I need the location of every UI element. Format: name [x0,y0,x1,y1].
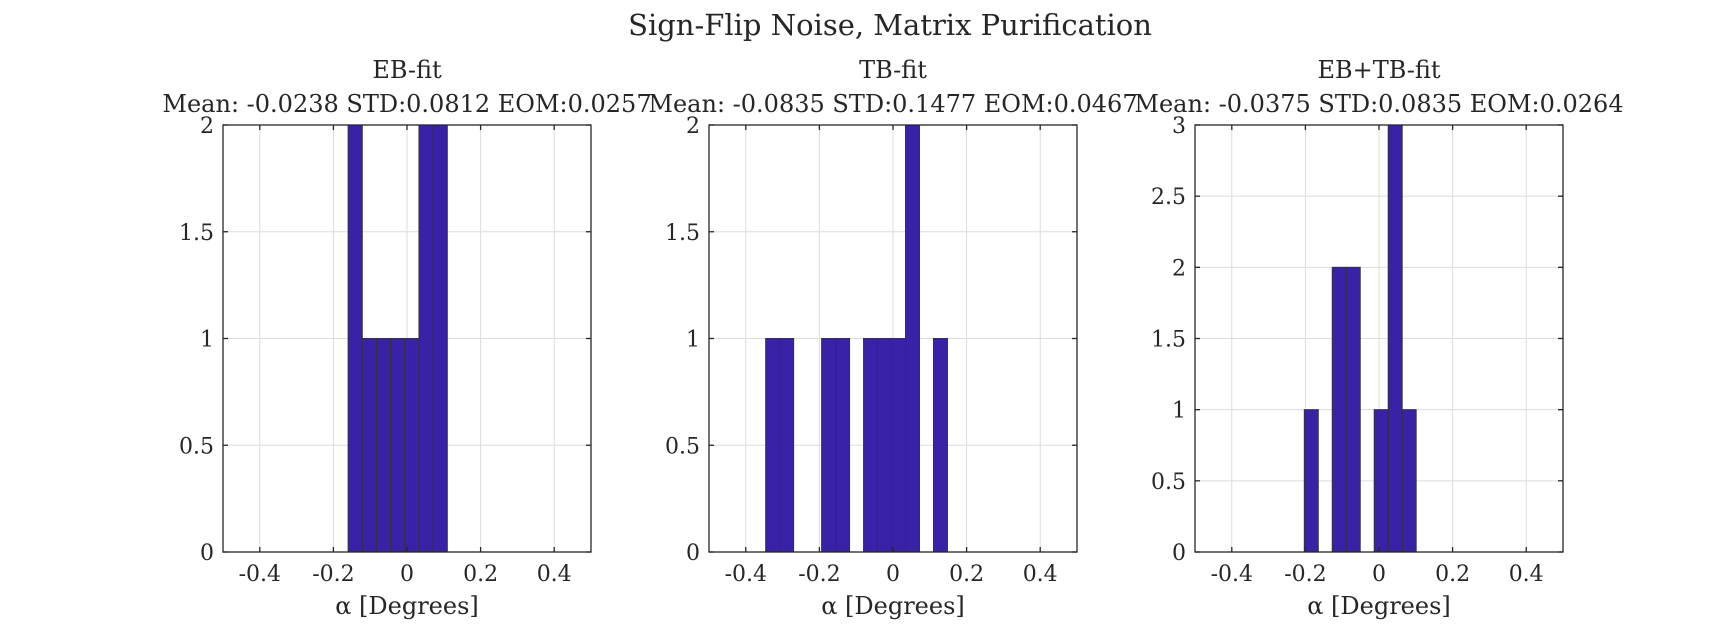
x-tick-label: -0.4 [239,562,281,587]
y-tick-label: 0 [200,541,214,566]
figure-title: Sign-Flip Noise, Matrix Purification [628,8,1152,42]
x-tick-label: 0 [1372,562,1386,587]
histogram-panel-eb-fit: EB-fit Mean: -0.0238 STD:0.0812 EOM:0.02… [162,56,651,620]
histogram-bar [1401,409,1417,553]
y-tick-label: 1 [1172,399,1186,424]
y-tick-label: 2 [200,114,214,139]
histogram-bar [1303,409,1319,553]
x-tick-label: 0.2 [463,562,498,587]
y-tick-label: 1.5 [1151,328,1186,353]
histogram-bar [905,124,920,553]
histogram-bar [1345,266,1361,553]
x-tick-label: -0.2 [798,562,840,587]
panel-stats: Mean: -0.0835 STD:0.1477 EOM:0.0467 [648,90,1137,118]
x-tick-label: -0.2 [1284,562,1326,587]
panel-title: EB-fit [372,56,442,84]
panel-stats: Mean: -0.0238 STD:0.0812 EOM:0.0257 [162,90,651,118]
x-tick-label: -0.4 [1211,562,1253,587]
histogram-bar [863,338,879,553]
histogram-bar [418,124,434,553]
y-tick-label: 0.5 [179,434,214,459]
histogram-bar [390,338,406,553]
x-axis-label: α [Degrees] [335,592,479,620]
histogram-panel-eb-tb-fit: EB+TB-fit Mean: -0.0375 STD:0.0835 EOM:0… [1134,56,1623,620]
x-axis-label: α [Degrees] [821,592,965,620]
x-tick-label: -0.4 [725,562,767,587]
plot-area: -0.4 -0.2 0 0.2 0.4 0 0.5 1 1.5 2 2.5 3 [1151,114,1564,587]
histogram-panel-tb-fit: TB-fit Mean: -0.0835 STD:0.1477 EOM:0.04… [648,56,1137,620]
histogram-bar [891,338,907,553]
histogram-bar [932,338,948,553]
y-tick-label: 1 [686,328,700,353]
y-tick-label: 2 [1172,256,1186,281]
y-tick-label: 0.5 [665,434,700,459]
histogram-bar [1387,124,1403,553]
x-tick-label: 0 [886,562,900,587]
x-tick-label: 0.4 [537,562,572,587]
histogram-bar [1331,266,1347,553]
y-tick-label: 0 [686,541,700,566]
histogram-bar [821,338,837,553]
histogram-bar [779,338,795,553]
panel-title: EB+TB-fit [1317,56,1440,84]
y-tick-label: 0 [1172,541,1186,566]
plot-area: -0.4 -0.2 0 0.2 0.4 0 0.5 1 1.5 2 [665,114,1078,587]
x-tick-label: 0.4 [1509,562,1544,587]
histogram-bar [347,124,363,553]
histogram-bar [404,338,420,553]
y-tick-label: 2 [686,114,700,139]
histogram-bar [432,124,448,553]
x-tick-label: 0.2 [1435,562,1470,587]
x-tick-label: 0 [400,562,414,587]
y-tick-label: 1.5 [665,221,700,246]
histogram-bar [1373,409,1389,553]
x-axis-label: α [Degrees] [1307,592,1451,620]
plot-area: -0.4 -0.2 0 0.2 0.4 0 0.5 1 1.5 2 [179,114,592,587]
histogram-bar [765,338,781,553]
panel-stats: Mean: -0.0375 STD:0.0835 EOM:0.0264 [1134,90,1623,118]
histogram-bar [835,338,851,553]
y-tick-label: 1.5 [179,221,214,246]
panel-title: TB-fit [859,56,927,84]
x-tick-label: 0.2 [949,562,984,587]
y-tick-label: 0.5 [1151,470,1186,495]
histogram-bar [375,338,392,553]
y-tick-label: 2.5 [1151,185,1186,210]
histogram-bar [877,338,893,553]
y-tick-label: 3 [1172,114,1186,139]
x-tick-label: -0.2 [312,562,354,587]
y-tick-label: 1 [200,328,214,353]
histogram-bar [361,338,377,553]
x-tick-label: 0.4 [1023,562,1058,587]
